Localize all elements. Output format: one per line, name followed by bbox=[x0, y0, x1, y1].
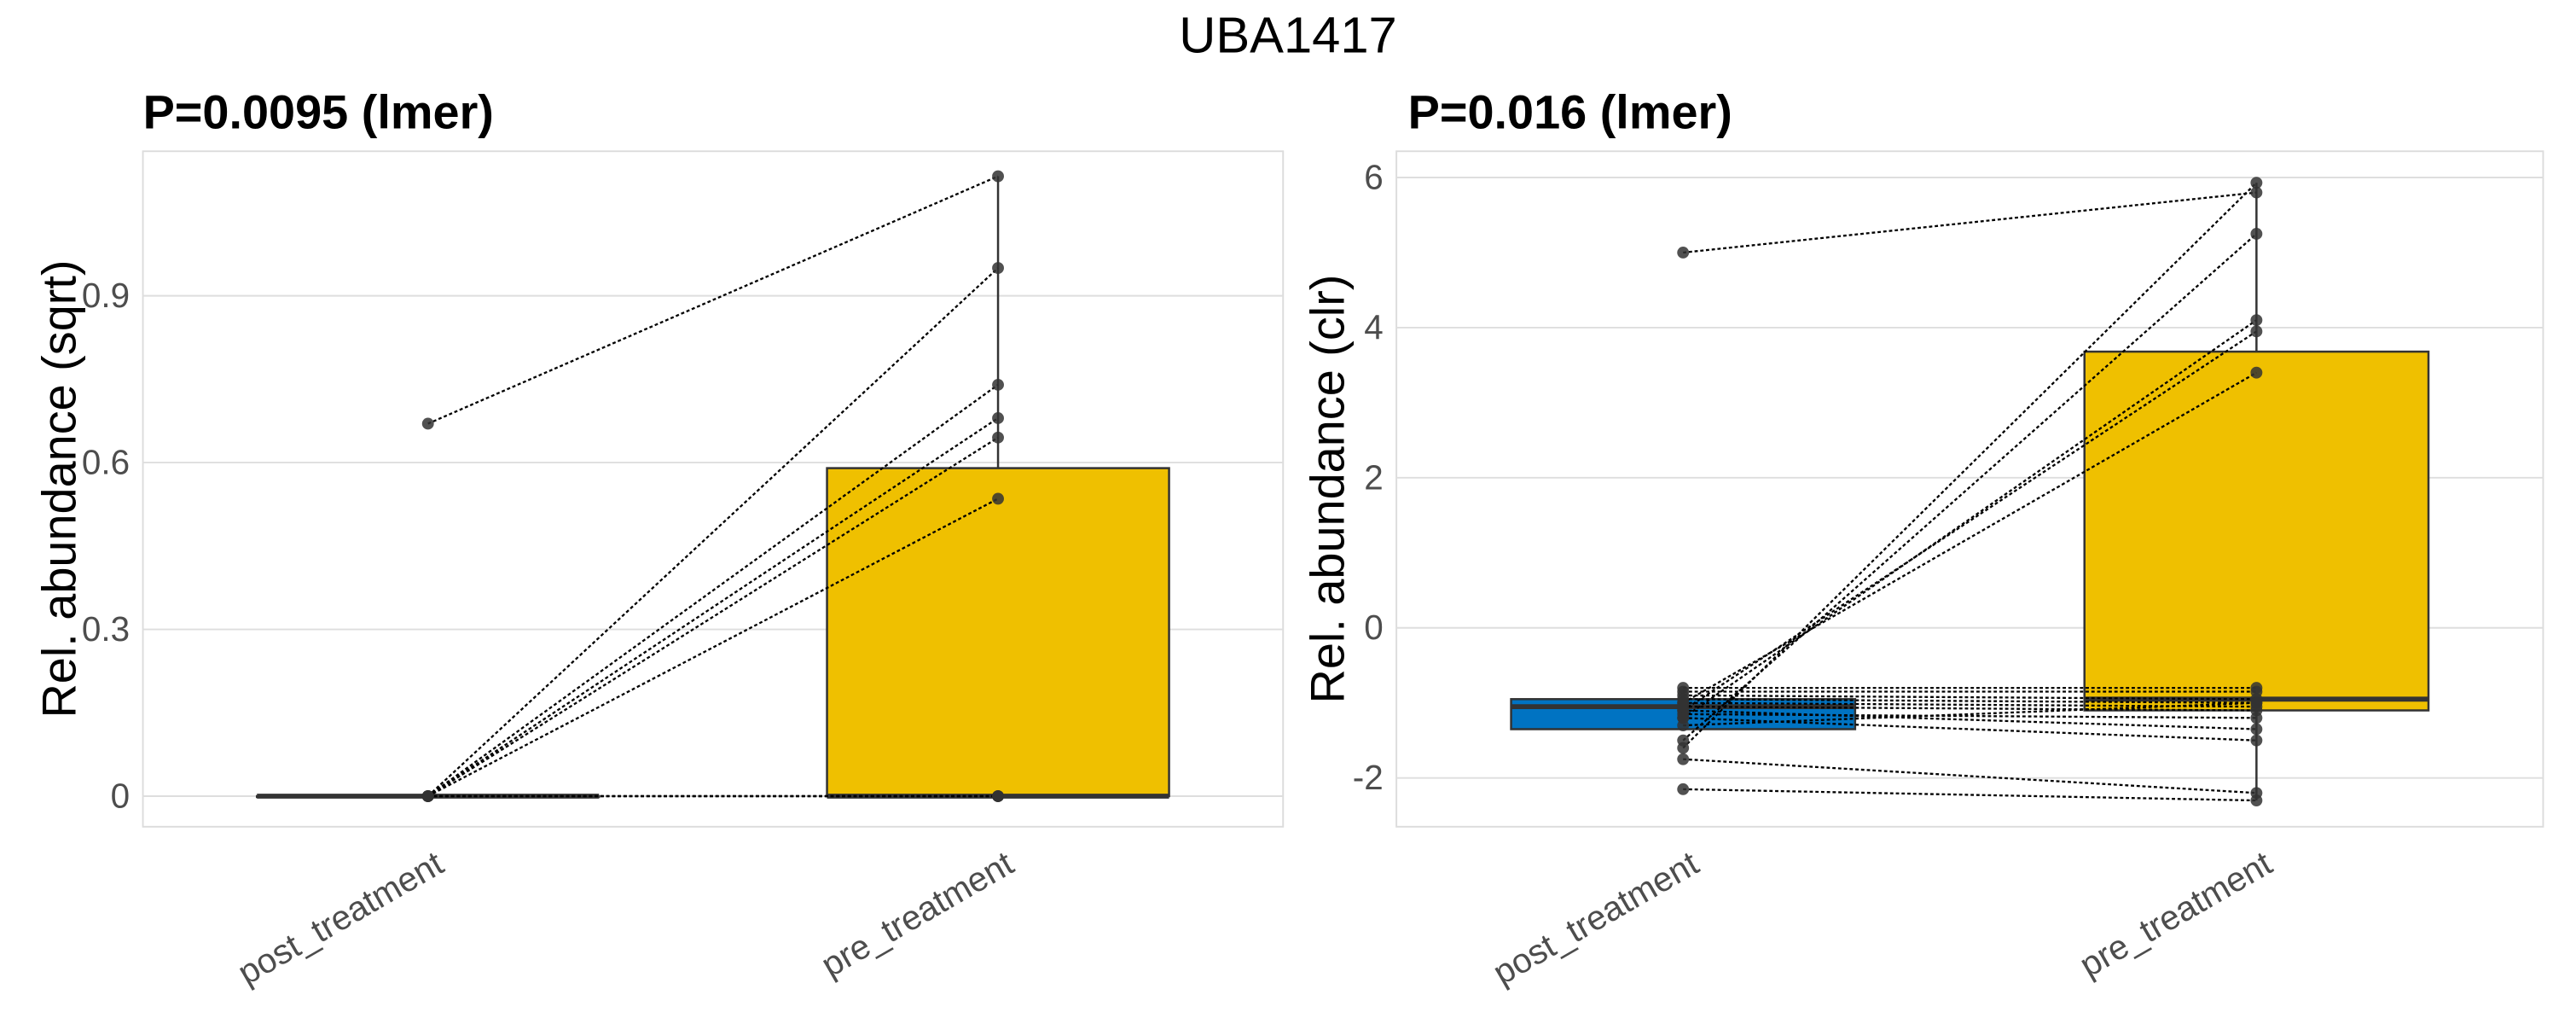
y-tick-label: 0.3 bbox=[82, 609, 130, 649]
data-point-post bbox=[1677, 783, 1690, 795]
data-point-pre bbox=[992, 431, 1004, 444]
data-point-pre bbox=[992, 170, 1004, 183]
panel-2: -2 0 2 4 6 P=0.016 (lmer) Rel. abundance (clr)… bbox=[1300, 84, 2544, 992]
paired-line bbox=[1683, 705, 2257, 712]
data-point-pre bbox=[2250, 712, 2263, 724]
paired-line bbox=[1683, 788, 2257, 802]
data-point-pre bbox=[992, 412, 1004, 424]
paired-line bbox=[1683, 709, 2257, 730]
y-tick-label: 0.9 bbox=[82, 276, 130, 315]
y-tick-label: 4 bbox=[1364, 307, 1384, 346]
y-tick-label: 6 bbox=[1364, 158, 1384, 197]
paired-line bbox=[1683, 713, 2257, 719]
data-point-pre bbox=[2250, 228, 2263, 240]
data-point-pre bbox=[992, 378, 1004, 391]
y-tick-label: 0 bbox=[1364, 608, 1384, 647]
paired-line bbox=[426, 267, 999, 797]
paired-line bbox=[1682, 319, 2258, 719]
box-pre_treatment bbox=[826, 467, 1170, 798]
y-tick-label: 0.6 bbox=[82, 443, 130, 482]
paired-line bbox=[1683, 717, 2257, 742]
paired-line bbox=[1683, 701, 2257, 727]
data-point-pre bbox=[2250, 314, 2263, 327]
data-point-post bbox=[1677, 734, 1690, 747]
y-axis-label: Rel. abundance (sqrt) bbox=[32, 260, 86, 719]
x-tick-label: pre_treatment bbox=[815, 843, 1020, 985]
data-point-pre bbox=[2250, 366, 2263, 379]
y-tick-label: -2 bbox=[1353, 758, 1384, 797]
data-point-pre bbox=[2250, 177, 2263, 189]
x-tick-label: pre_treatment bbox=[2073, 843, 2278, 985]
paired-line bbox=[1682, 371, 2257, 704]
panel-subtitle: P=0.0095 (lmer) bbox=[143, 84, 494, 138]
paired-line bbox=[1683, 698, 2257, 704]
data-point-pre bbox=[992, 262, 1004, 274]
data-point-pre bbox=[992, 790, 1004, 802]
data-point-pre bbox=[2250, 794, 2263, 806]
data-point-post bbox=[1677, 247, 1690, 259]
paired-line bbox=[1683, 191, 2257, 254]
figure-title: UBA1417 bbox=[1179, 7, 1397, 64]
y-axis-label: Rel. abundance (clr) bbox=[1300, 275, 1354, 704]
data-point-post bbox=[1677, 719, 1690, 732]
paired-line bbox=[427, 436, 999, 797]
data-point-post bbox=[421, 417, 434, 430]
panel-subtitle: P=0.016 (lmer) bbox=[1408, 84, 1732, 138]
y-tick-label: 2 bbox=[1364, 457, 1384, 497]
panel-1: 0 0.3 0.6 0.9 P=0.0095 (lmer) Rel. abundance … bbox=[32, 84, 1285, 992]
paired-line bbox=[1682, 182, 2258, 749]
y-tick-label: 0 bbox=[111, 776, 131, 815]
paired-line bbox=[1683, 758, 2257, 794]
data-point-pre bbox=[2250, 696, 2263, 709]
paired-line bbox=[1683, 694, 2257, 701]
data-point-post bbox=[421, 790, 434, 802]
paired-line bbox=[427, 417, 999, 797]
data-point-pre bbox=[2250, 734, 2263, 747]
x-tick-label: post_treatment bbox=[231, 843, 450, 992]
data-point-pre bbox=[2250, 325, 2263, 338]
data-point-post bbox=[1677, 753, 1690, 765]
data-point-pre bbox=[2250, 186, 2263, 199]
paired-line bbox=[1682, 233, 2258, 742]
box-pre_treatment bbox=[2083, 350, 2430, 712]
paired-line bbox=[427, 383, 999, 797]
data-point-pre bbox=[2250, 723, 2263, 736]
data-point-pre bbox=[992, 492, 1004, 505]
paired-line bbox=[427, 175, 999, 425]
x-tick-label: post_treatment bbox=[1486, 843, 1705, 992]
paired-line bbox=[427, 497, 999, 798]
